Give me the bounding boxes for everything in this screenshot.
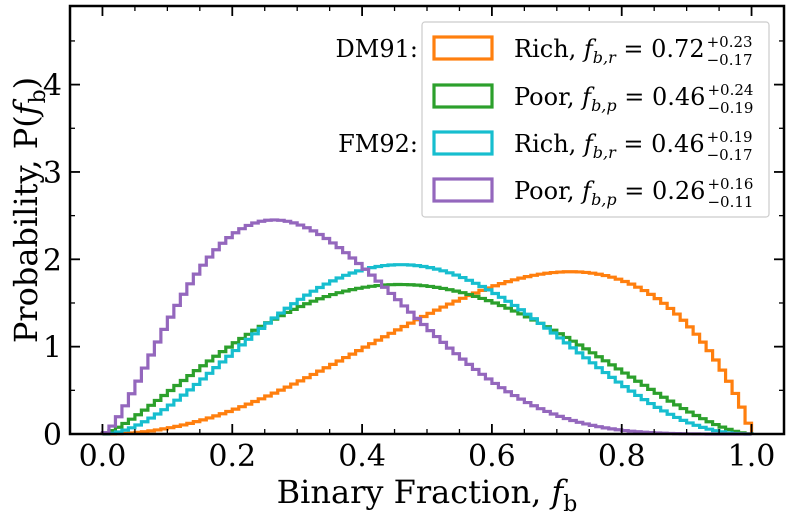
legend-name: Rich, bbox=[514, 35, 584, 63]
legend-entry-0: Rich, fb,r = 0.72 bbox=[514, 35, 705, 67]
y-tick-label: 4 bbox=[43, 69, 62, 104]
y-axis-label: Probability, P(fb) bbox=[7, 77, 51, 343]
legend-name: Poor, bbox=[514, 177, 582, 205]
x-tick-label: 0.8 bbox=[598, 439, 646, 474]
series-line-0 bbox=[99, 270, 754, 436]
legend-subscript: b,r bbox=[593, 143, 617, 162]
legend-entry-2: Rich, fb,r = 0.46 bbox=[514, 130, 705, 162]
legend-subscript: b,p bbox=[591, 96, 617, 115]
legend-name: Rich, bbox=[514, 130, 584, 158]
legend-name: Poor, bbox=[514, 83, 582, 111]
legend-lower-error: −0.19 bbox=[707, 99, 753, 117]
legend-value: = 0.26 bbox=[617, 177, 706, 205]
series-line-3 bbox=[100, 218, 752, 436]
legend-subscript: b,r bbox=[593, 48, 617, 67]
legend-group-label-1: FM92: bbox=[338, 130, 418, 158]
y-tick-label: 1 bbox=[43, 331, 62, 366]
legend-swatch-0 bbox=[432, 35, 494, 61]
legend-value: = 0.46 bbox=[616, 130, 705, 158]
legend-swatch-3 bbox=[432, 177, 494, 203]
x-tick-label: 1.0 bbox=[728, 439, 776, 474]
legend-entry-3: Poor, fb,p = 0.26 bbox=[514, 177, 705, 209]
y-tick-label: 2 bbox=[43, 243, 62, 278]
series-group bbox=[99, 218, 755, 436]
legend-upper-error: +0.19 bbox=[707, 128, 753, 146]
legend-upper-error: +0.23 bbox=[707, 33, 753, 51]
legend-upper-error: +0.16 bbox=[707, 175, 753, 193]
legend-lower-error: −0.17 bbox=[707, 51, 753, 69]
x-axis-label: Binary Fraction, fb bbox=[277, 473, 578, 517]
x-tick-label: 0.4 bbox=[338, 439, 386, 474]
legend-box bbox=[421, 21, 770, 218]
legend-group-label-0: DM91: bbox=[336, 35, 418, 63]
y-tick-label: 0 bbox=[43, 418, 62, 453]
legend-entry-1: Poor, fb,p = 0.46 bbox=[514, 83, 705, 115]
legend-lower-error: −0.11 bbox=[707, 193, 753, 211]
legend: Rich, fb,r = 0.72 Poor, fb,p = 0.46 Rich, … bbox=[336, 21, 770, 218]
x-tick-label: 0.6 bbox=[468, 439, 516, 474]
legend-upper-error: +0.24 bbox=[707, 81, 753, 99]
legend-value: = 0.46 bbox=[617, 83, 706, 111]
series-line-1 bbox=[100, 282, 754, 436]
legend-swatch-2 bbox=[432, 130, 494, 156]
x-tick-label: 0.2 bbox=[208, 439, 256, 474]
x-tick-label: 0.0 bbox=[79, 439, 127, 474]
y-tick-label: 3 bbox=[43, 156, 62, 191]
tick-group: 0.0 0.2 0.4 0.6 0.8 1.0 0 1 2 3 4 bbox=[43, 6, 784, 474]
series-line-2 bbox=[100, 263, 755, 436]
legend-lower-error: −0.17 bbox=[707, 146, 753, 164]
legend-subscript: b,p bbox=[591, 190, 617, 209]
legend-value: = 0.72 bbox=[616, 35, 705, 63]
legend-swatch-1 bbox=[432, 83, 494, 109]
